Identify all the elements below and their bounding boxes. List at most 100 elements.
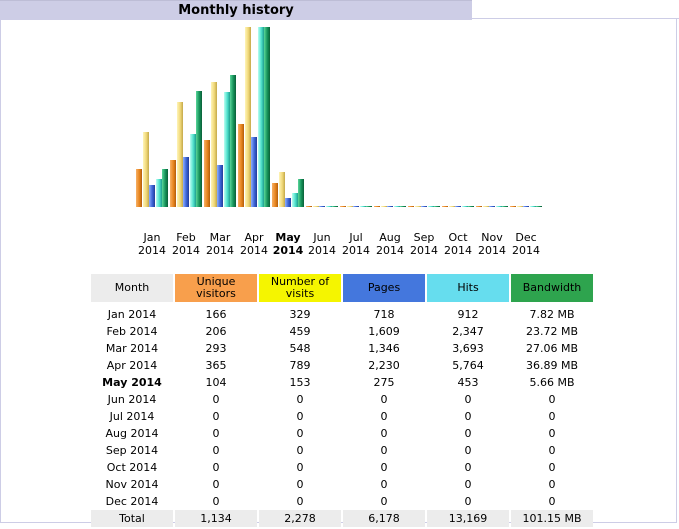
bar-bandwidth	[162, 169, 168, 207]
bar-bandwidth	[264, 27, 270, 207]
cell-bandwidth: 0	[548, 478, 556, 491]
month-label: Aug 2014	[376, 231, 404, 257]
cell-month: Jul 2014	[109, 410, 155, 423]
cell-month: Dec 2014	[105, 495, 159, 508]
total-pages: 6,178	[343, 510, 425, 527]
cell-unique: 365	[205, 359, 227, 372]
cell-unique: 0	[212, 410, 220, 423]
table-row: Jun 2014 0 0 0 0 0	[91, 391, 593, 408]
cell-hits: 453	[457, 376, 479, 389]
bar-visits	[210, 82, 217, 207]
bar-unique-visitors	[340, 206, 346, 207]
bar-visits	[448, 206, 455, 207]
section-title: Monthly history	[0, 0, 472, 20]
cell-month: Sep 2014	[105, 444, 159, 457]
cell-hits: 0	[464, 478, 472, 491]
bar-unique-visitors	[442, 206, 448, 207]
bar-hits	[359, 206, 366, 207]
table-row: Sep 2014 0 0 0 0 0	[91, 442, 593, 459]
cell-hits: 5,764	[452, 359, 484, 372]
cell-visits: 0	[296, 393, 304, 406]
cell-unique: 0	[212, 495, 220, 508]
bar-visits	[278, 172, 285, 207]
cell-bandwidth: 27.06 MB	[525, 342, 579, 355]
month-label: May 2014	[272, 231, 304, 257]
bar-pages	[523, 206, 529, 207]
cell-visits: 0	[296, 410, 304, 423]
cell-pages: 0	[380, 478, 388, 491]
monthly-history-table: Month Unique visitors Number of visits Pag…	[89, 274, 595, 527]
bar-hits	[223, 92, 230, 207]
bar-pages	[285, 198, 291, 207]
bar-hits	[495, 206, 502, 207]
bar-pages	[455, 206, 461, 207]
col-month-header: Month	[91, 274, 173, 302]
month-label: Jan 2014	[138, 231, 166, 257]
total-month: Total	[91, 510, 173, 527]
bar-visits	[142, 132, 149, 207]
monthly-history-panel: Jan 2014 Feb 2014 Mar 2014 Apr 2014 May 2014 Jun 20…	[0, 19, 677, 527]
bar-visits	[414, 206, 421, 207]
bar-pages	[387, 206, 393, 207]
bar-unique-visitors	[374, 206, 380, 207]
bar-pages	[183, 157, 189, 207]
cell-visits: 0	[296, 427, 304, 440]
cell-unique: 166	[205, 308, 227, 321]
bar-bandwidth	[434, 206, 440, 207]
bar-pages	[217, 165, 223, 207]
cell-hits: 912	[457, 308, 479, 321]
cell-visits: 329	[289, 308, 311, 321]
cell-hits: 0	[464, 444, 472, 457]
cell-hits: 0	[464, 461, 472, 474]
bar-visits	[380, 206, 387, 207]
bar-unique-visitors	[136, 169, 142, 207]
bar-bandwidth	[468, 206, 474, 207]
cell-unique: 0	[212, 478, 220, 491]
bar-unique-visitors	[238, 124, 244, 207]
cell-unique: 0	[212, 393, 220, 406]
cell-bandwidth: 0	[548, 444, 556, 457]
cell-unique: 293	[205, 342, 227, 355]
table-row: Nov 2014 0 0 0 0 0	[91, 476, 593, 493]
cell-hits: 3,693	[452, 342, 484, 355]
cell-bandwidth: 0	[548, 393, 556, 406]
cell-month: Nov 2014	[105, 478, 159, 491]
bar-bandwidth	[332, 206, 338, 207]
bar-unique-visitors	[204, 140, 210, 207]
cell-month: May 2014	[102, 376, 162, 389]
cell-visits: 548	[289, 342, 311, 355]
cell-unique: 104	[205, 376, 227, 389]
cell-unique: 0	[212, 427, 220, 440]
month-label: Dec 2014	[512, 231, 540, 257]
table-row: Aug 2014 0 0 0 0 0	[91, 425, 593, 442]
bar-unique-visitors	[170, 160, 176, 207]
table-row: Apr 2014 365 789 2,230 5,764 36.89 MB	[91, 357, 593, 374]
bar-hits	[325, 206, 332, 207]
bar-hits	[393, 206, 400, 207]
bar-bandwidth	[230, 75, 236, 207]
cell-unique: 206	[205, 325, 227, 338]
bar-unique-visitors	[408, 206, 414, 207]
cell-bandwidth: 5.66 MB	[529, 376, 575, 389]
bar-unique-visitors	[476, 206, 482, 207]
bar-bandwidth	[366, 206, 372, 207]
bar-bandwidth	[400, 206, 406, 207]
cell-pages: 1,609	[368, 325, 400, 338]
bar-visits	[346, 206, 353, 207]
table-row: Mar 2014 293 548 1,346 3,693 27.06 MB	[91, 340, 593, 357]
total-hits: 13,169	[427, 510, 509, 527]
bar-hits	[529, 206, 536, 207]
cell-pages: 718	[373, 308, 395, 321]
cell-pages: 0	[380, 495, 388, 508]
cell-hits: 0	[464, 495, 472, 508]
table-row: Oct 2014 0 0 0 0 0	[91, 459, 593, 476]
cell-month: Jun 2014	[107, 393, 157, 406]
month-label: Sep 2014	[410, 231, 438, 257]
cell-month: Apr 2014	[106, 359, 158, 372]
month-label: Nov 2014	[478, 231, 506, 257]
month-label: Mar 2014	[206, 231, 234, 257]
cell-pages: 0	[380, 393, 388, 406]
month-label: Jun 2014	[308, 231, 336, 257]
col-hits-header: Hits	[427, 274, 509, 302]
bar-pages	[319, 206, 325, 207]
